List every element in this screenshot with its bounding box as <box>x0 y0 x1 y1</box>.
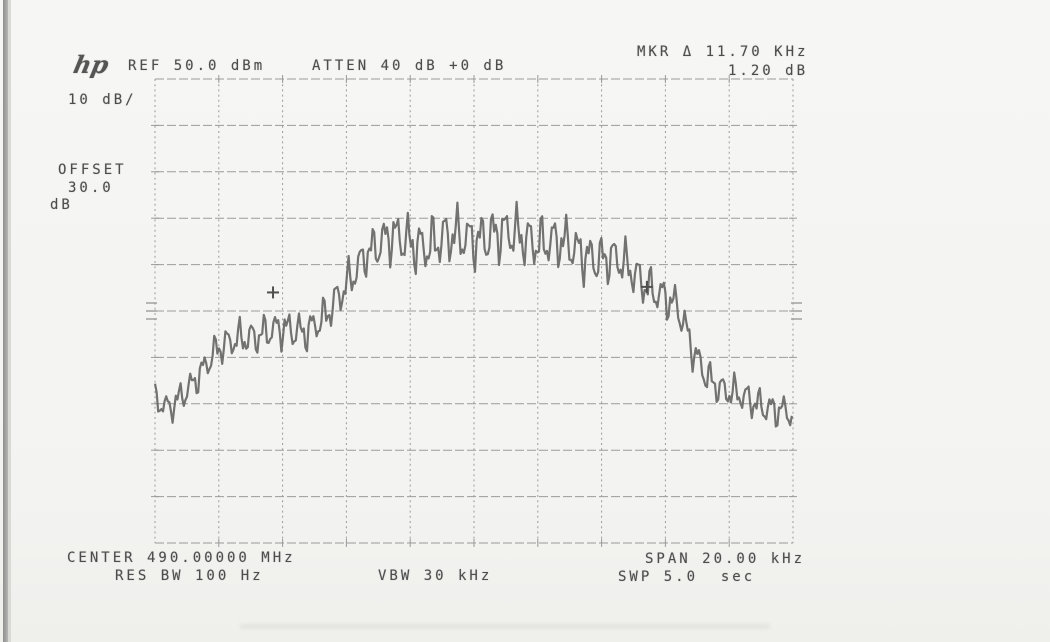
vbw-readout: VBW 30 kHz <box>378 568 493 584</box>
scan-edge-artifact <box>3 0 8 642</box>
offset-label: OFFSET <box>58 162 127 178</box>
marker-delta-ampl-readout: 1.20 dB <box>728 63 809 79</box>
graticule <box>146 75 802 547</box>
scale-readout: 10 dB/ <box>68 92 137 108</box>
scan-edge-artifact-light <box>8 0 11 642</box>
atten-readout: ATTEN 40 dB +0 dB <box>312 58 507 74</box>
offset-value: 30.0 <box>68 180 114 196</box>
marker-delta-freq-readout: MKR Δ 11.70 KHz <box>637 44 809 60</box>
scan-smudge <box>240 624 770 629</box>
ref-level-readout: REF 50.0 dBm <box>128 58 266 74</box>
span-readout: SPAN 20.00 kHz <box>645 551 806 567</box>
offset-unit: dB <box>50 197 73 213</box>
center-freq-readout: CENTER 490.00000 MHz <box>67 550 296 566</box>
sweep-time-readout: SWP 5.0 sec <box>618 569 756 585</box>
spectrum-trace <box>153 200 793 428</box>
delta-markers <box>267 280 653 299</box>
res-bw-readout: RES BW 100 Hz <box>115 568 264 584</box>
